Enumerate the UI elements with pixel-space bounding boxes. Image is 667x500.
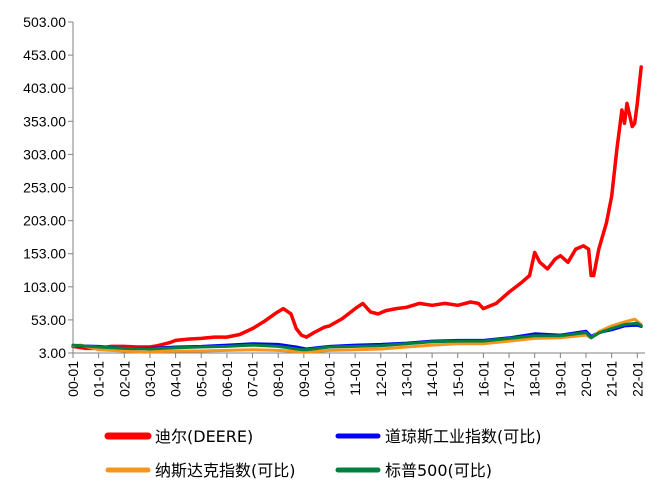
x-tick-label: 17-01 [501, 361, 517, 397]
x-tick-label: 02-01 [116, 361, 132, 397]
y-tick-label: 53.00 [31, 312, 66, 328]
y-tick-label: 453.00 [23, 47, 66, 63]
y-tick-label: 253.00 [23, 180, 66, 196]
y-tick-label: 403.00 [23, 80, 66, 96]
x-tick-label: 11-01 [347, 361, 363, 396]
x-tick-label: 00-01 [65, 361, 81, 397]
y-tick-label: 203.00 [23, 213, 66, 229]
y-axis: 3.00 53.00 103.00 153.00 203.00 253.00 303.00 3… [23, 14, 74, 361]
y-tick-label: 353.00 [23, 113, 66, 129]
x-tick-label: 04-01 [168, 361, 184, 397]
x-tick-label: 15-01 [450, 361, 466, 397]
x-tick-label: 12-01 [373, 361, 389, 397]
x-tick-label: 10-01 [322, 361, 338, 397]
series-layer [71, 65, 643, 354]
legend-label-1: 迪尔(DEERE) [155, 427, 253, 446]
x-tick-label: 08-01 [270, 361, 286, 397]
y-tick-label: 3.00 [39, 345, 66, 361]
x-tick-label: 05-01 [193, 361, 209, 397]
series-line-1 [71, 65, 643, 351]
series-line-4 [71, 321, 643, 352]
x-tick-label: 18-01 [527, 361, 543, 397]
x-tick-label: 06-01 [219, 361, 235, 397]
legend-label-4: 标普500(可比) [385, 461, 492, 480]
x-tick-label: 22-01 [629, 361, 645, 397]
x-tick-label: 14-01 [424, 361, 440, 397]
y-tick-label: 153.00 [23, 246, 66, 262]
x-tick-label: 13-01 [398, 361, 414, 397]
x-tick-label: 01-01 [91, 361, 107, 397]
x-tick-label: 16-01 [475, 361, 491, 397]
y-tick-label: 103.00 [23, 279, 66, 295]
x-axis: 00-01 01-01 02-01 03-01 04-01 05-01 06-01 07-01… [65, 352, 645, 397]
x-tick-label: 07-01 [245, 361, 261, 397]
x-tick-label: 19-01 [552, 361, 568, 397]
legend-label-2: 道琼斯工业指数(可比) [385, 427, 542, 446]
legend: 迪尔(DEERE) 道琼斯工业指数(可比) 纳斯达克指数(可比) 标普500(可比) [104, 427, 542, 480]
y-tick-label: 503.00 [23, 14, 66, 30]
y-tick-label: 303.00 [23, 146, 66, 162]
x-tick-label: 03-01 [142, 361, 158, 397]
x-tick-label: 20-01 [578, 361, 594, 397]
x-tick-label: 09-01 [296, 361, 312, 397]
x-tick-label: 21-01 [604, 361, 620, 397]
legend-label-3: 纳斯达克指数(可比) [155, 461, 296, 480]
